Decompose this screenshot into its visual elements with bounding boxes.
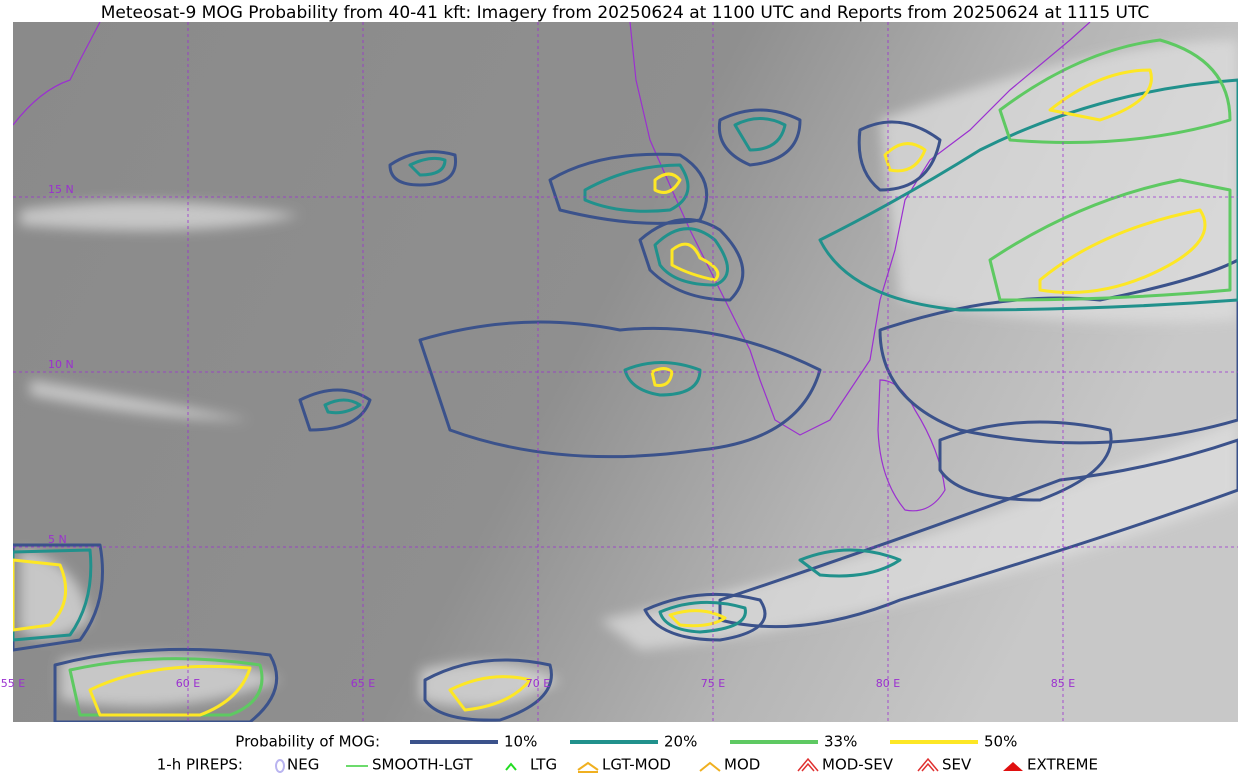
- legend-title: 1-h PIREPS:: [157, 756, 243, 774]
- grid-labels: 15 N 10 N 5 N 55 E 60 E 65 E 70 E 75 E 80 E 85 E: [1, 183, 1075, 690]
- lat-label: 5 N: [48, 533, 67, 546]
- legend-label: 50%: [984, 733, 1017, 751]
- legend-label: LGT-MOD: [602, 756, 671, 774]
- lon-label: 75 E: [701, 677, 725, 690]
- lat-label: 15 N: [48, 183, 74, 196]
- title: Meteosat-9 MOG Probability from 40-41 kf…: [101, 3, 1150, 23]
- map: [13, 22, 1238, 722]
- contours: [13, 38, 1238, 722]
- legend: Probability of MOG: 10% 20% 33% 50% 1-h PIREP…: [157, 733, 1098, 774]
- legend-label: 10%: [504, 733, 537, 751]
- legend-label: SEV: [942, 756, 972, 774]
- cloud-streaks: [20, 40, 1238, 707]
- pirep-icon: [577, 761, 599, 773]
- lon-label: 70 E: [526, 677, 550, 690]
- legend-label: MOD: [724, 756, 760, 774]
- pirep-icon: [1003, 762, 1023, 771]
- legend-label: EXTREME: [1027, 756, 1098, 774]
- lon-label: 55 E: [1, 677, 25, 690]
- pirep-icon: [699, 761, 721, 772]
- pirep-icon: [275, 759, 285, 773]
- lon-label: 60 E: [176, 677, 200, 690]
- legend-label: LTG: [530, 756, 557, 774]
- lon-label: 65 E: [351, 677, 375, 690]
- lat-label: 10 N: [48, 358, 74, 371]
- pirep-icon: [917, 757, 939, 772]
- graticule: [13, 22, 1238, 722]
- lon-label: 85 E: [1051, 677, 1075, 690]
- lon-label: 80 E: [876, 677, 900, 690]
- legend-label: 33%: [824, 733, 857, 751]
- legend-label: SMOOTH-LGT: [372, 756, 473, 774]
- pirep-icon: [797, 757, 819, 772]
- legend-label: 20%: [664, 733, 697, 751]
- legend-label: NEG: [287, 756, 319, 774]
- legend-label: MOD-SEV: [822, 756, 894, 774]
- pirep-icon: [505, 762, 517, 771]
- legend-title: Probability of MOG:: [235, 733, 380, 751]
